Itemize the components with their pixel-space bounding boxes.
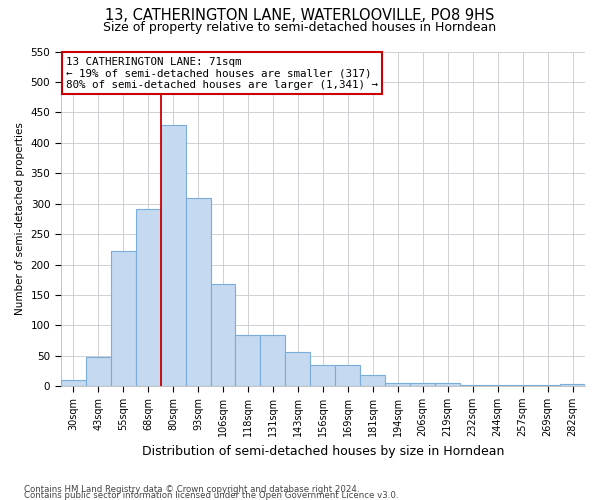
Text: 13, CATHERINGTON LANE, WATERLOOVILLE, PO8 9HS: 13, CATHERINGTON LANE, WATERLOOVILLE, PO… [106, 8, 494, 22]
Bar [510, 385, 535, 386]
Bar [435, 383, 460, 386]
Bar [485, 385, 510, 386]
Bar [361, 376, 385, 386]
Text: Size of property relative to semi-detached houses in Horndean: Size of property relative to semi-detach… [103, 21, 497, 34]
Bar [86, 357, 110, 386]
Bar [286, 352, 310, 386]
Bar [235, 334, 260, 386]
Bar [211, 284, 235, 386]
Text: Contains public sector information licensed under the Open Government Licence v3: Contains public sector information licen… [24, 491, 398, 500]
Bar [136, 209, 161, 386]
Bar [460, 385, 485, 386]
Bar [110, 251, 136, 386]
Bar [185, 198, 211, 386]
Bar [260, 334, 286, 386]
Bar [335, 365, 361, 386]
Bar [161, 124, 185, 386]
Bar [61, 380, 86, 386]
X-axis label: Distribution of semi-detached houses by size in Horndean: Distribution of semi-detached houses by … [142, 444, 504, 458]
Bar [385, 383, 410, 386]
Text: 13 CATHERINGTON LANE: 71sqm
← 19% of semi-detached houses are smaller (317)
80% : 13 CATHERINGTON LANE: 71sqm ← 19% of sem… [66, 56, 378, 90]
Bar [535, 385, 560, 386]
Bar [410, 383, 435, 386]
Text: Contains HM Land Registry data © Crown copyright and database right 2024.: Contains HM Land Registry data © Crown c… [24, 485, 359, 494]
Y-axis label: Number of semi-detached properties: Number of semi-detached properties [15, 122, 25, 316]
Bar [310, 365, 335, 386]
Bar [560, 384, 585, 386]
